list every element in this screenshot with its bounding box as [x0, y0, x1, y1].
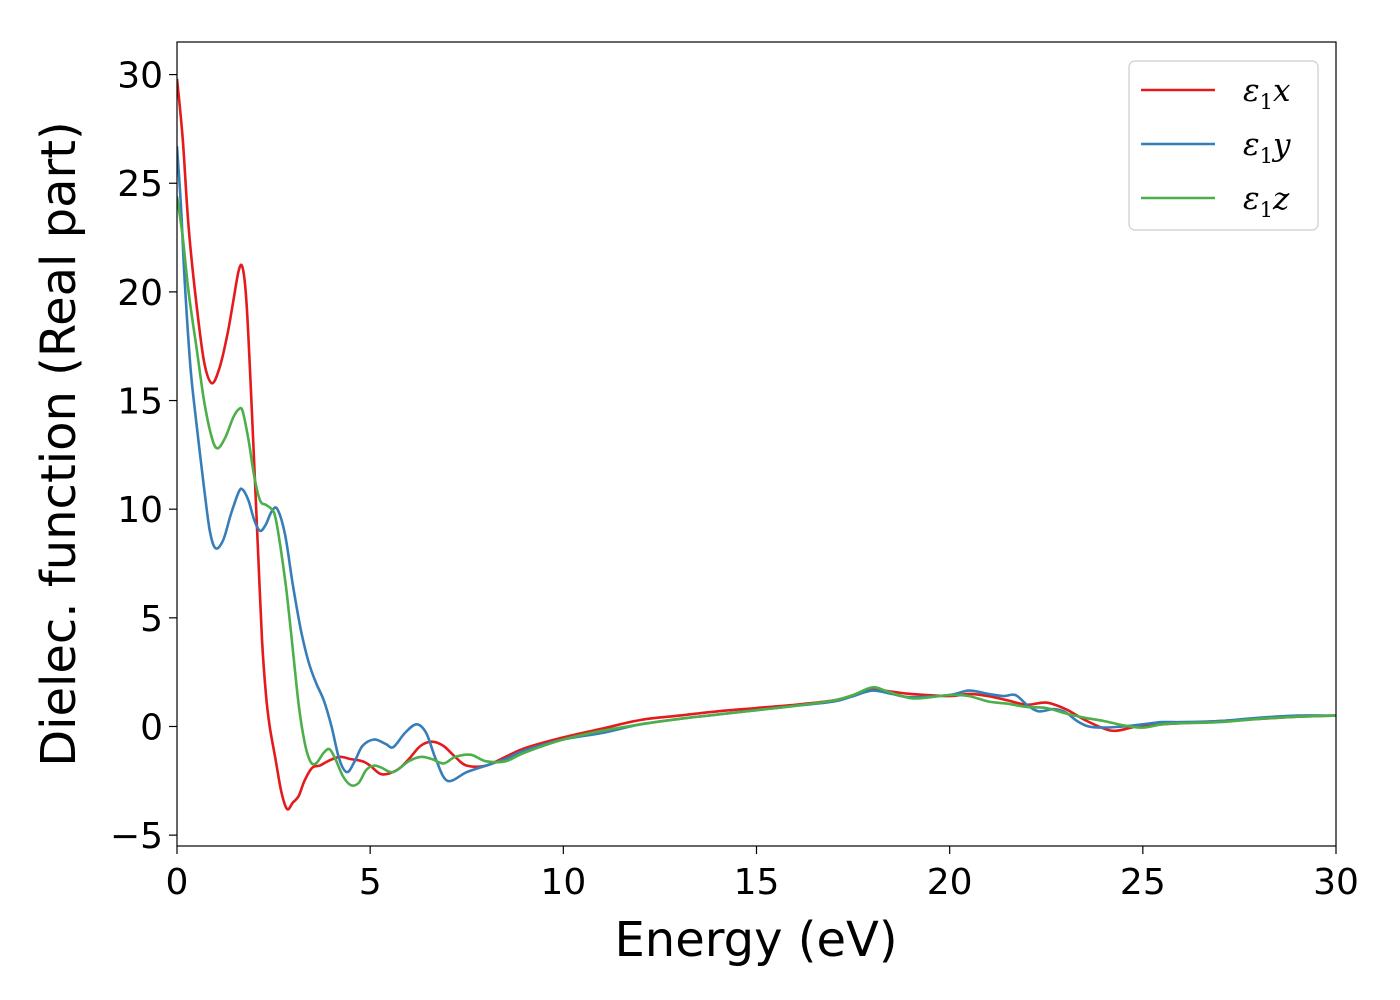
x-tick-label: 25 — [1120, 862, 1166, 903]
x-tick-label: 30 — [1313, 862, 1359, 903]
x-tick-label: 0 — [166, 862, 189, 903]
y-tick-label: −5 — [110, 816, 163, 857]
x-axis-title: Energy (eV) — [614, 912, 897, 968]
series-layer — [177, 78, 1336, 811]
legend-component: z — [1272, 181, 1290, 217]
legend-label-2: ε1y — [1243, 127, 1291, 168]
legend-component: y — [1271, 127, 1291, 163]
series-line-3 — [177, 196, 1336, 787]
y-axis-title: Dielec. function (Real part) — [31, 121, 87, 767]
legend-subscript: 1 — [1260, 144, 1273, 168]
legend-component: x — [1273, 73, 1291, 109]
legend-box — [1128, 60, 1319, 231]
legend-subscript: 1 — [1260, 90, 1273, 114]
y-tick-label: 5 — [140, 599, 163, 640]
legend-label-1: ε1x — [1243, 73, 1291, 114]
x-tick-label: 10 — [540, 862, 586, 903]
y-tick-label: 25 — [117, 164, 163, 205]
legend-symbol: ε — [1243, 181, 1260, 217]
legend-symbol: ε — [1243, 73, 1260, 109]
x-tick-label: 20 — [927, 862, 973, 903]
legend-subscript: 1 — [1260, 198, 1273, 222]
y-tick-label: 0 — [140, 707, 163, 748]
x-tick-label: 5 — [359, 862, 382, 903]
y-tick-label: 15 — [117, 382, 163, 423]
y-axis-ticks: −5 0 5 10 15 20 25 30 — [110, 56, 177, 857]
x-tick-label: 15 — [734, 862, 780, 903]
y-tick-label: 20 — [117, 273, 163, 314]
y-tick-label: 10 — [117, 490, 163, 531]
legend-label-3: ε1z — [1243, 181, 1290, 222]
legend-symbol: ε — [1243, 127, 1260, 163]
y-tick-label: 30 — [117, 56, 163, 97]
x-axis-ticks: 0 5 10 15 20 25 30 — [166, 846, 1359, 903]
